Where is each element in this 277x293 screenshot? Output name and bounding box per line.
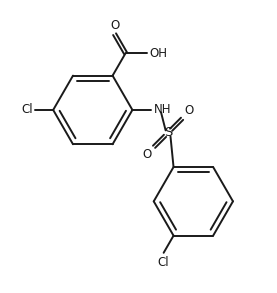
Text: Cl: Cl — [21, 103, 33, 116]
Text: O: O — [184, 104, 193, 117]
Text: S: S — [164, 126, 172, 139]
Text: Cl: Cl — [158, 256, 170, 269]
Text: O: O — [143, 148, 152, 161]
Text: O: O — [110, 19, 119, 32]
Text: NH: NH — [153, 103, 171, 116]
Text: OH: OH — [150, 47, 168, 60]
